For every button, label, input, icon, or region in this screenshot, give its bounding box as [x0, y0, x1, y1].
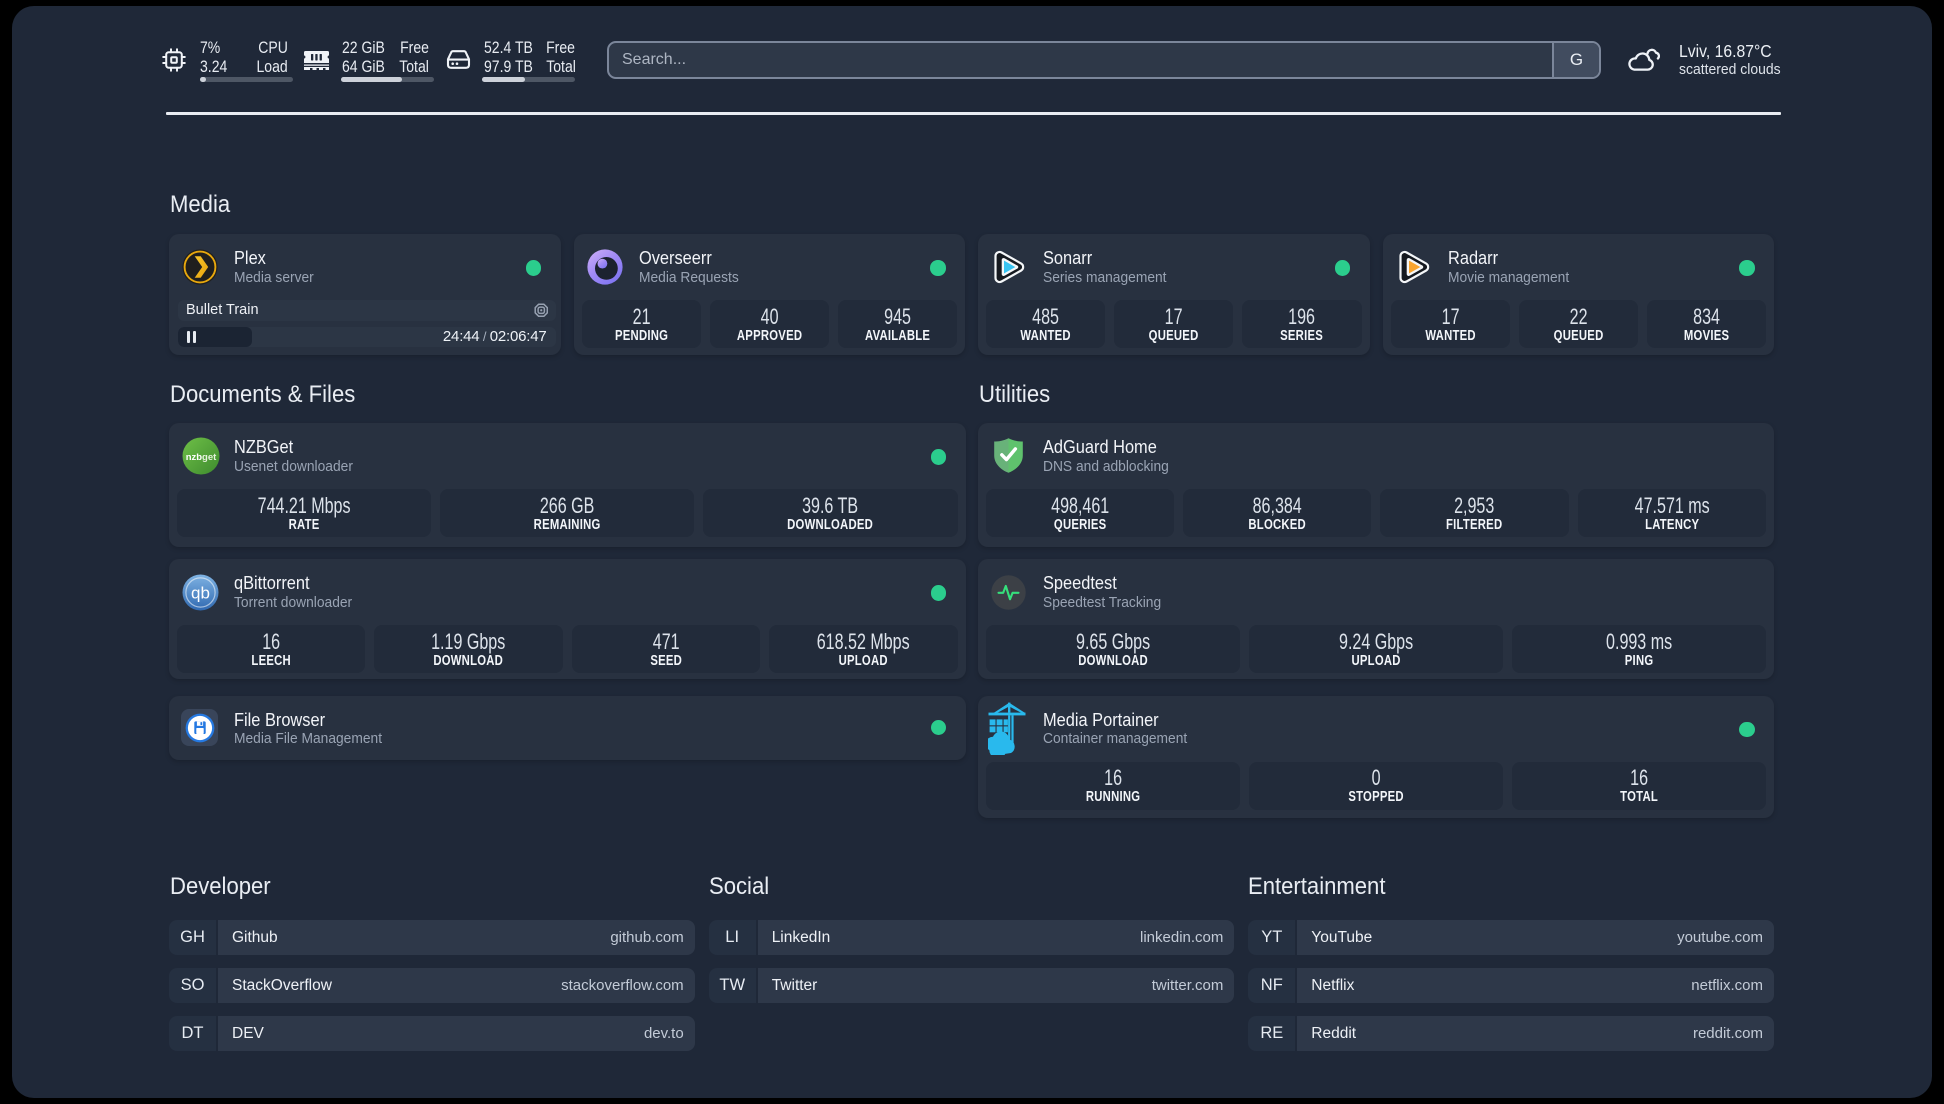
svg-text:qb: qb	[191, 584, 210, 603]
svg-text:nzbget: nzbget	[186, 452, 217, 463]
